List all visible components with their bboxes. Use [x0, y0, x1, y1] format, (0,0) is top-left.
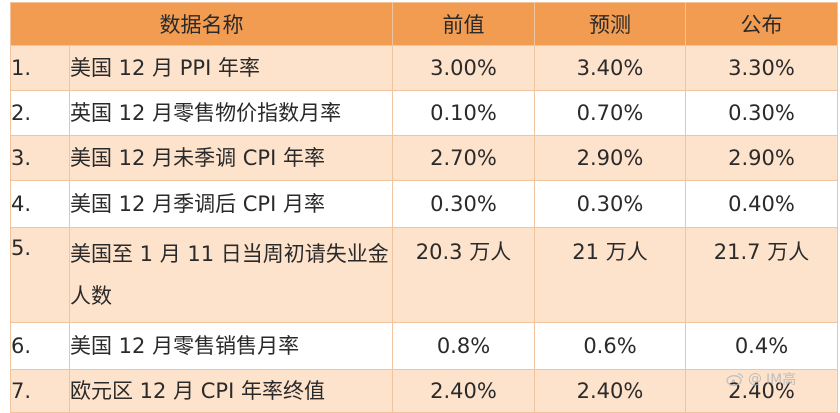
- row-name: 美国 12 月 PPI 年率: [69, 45, 393, 91]
- row-index: 1.: [10, 45, 70, 91]
- row-previous: 0.8%: [392, 322, 535, 370]
- row-forecast: 0.30%: [534, 180, 686, 228]
- header-forecast: 预测: [534, 2, 686, 46]
- row-name: 美国 12 月未季调 CPI 年率: [69, 135, 393, 181]
- row-forecast: 2.90%: [534, 135, 686, 181]
- table-row: 7. 欧元区 12 月 CPI 年率终值 2.40% 2.40% 2.40%: [10, 369, 838, 413]
- row-actual: 0.4%: [685, 322, 838, 370]
- header-previous: 前值: [392, 2, 535, 46]
- row-index: 7.: [10, 369, 70, 413]
- row-forecast: 0.70%: [534, 90, 686, 136]
- table-row: 1. 美国 12 月 PPI 年率 3.00% 3.40% 3.30%: [10, 45, 838, 91]
- row-forecast: 3.40%: [534, 45, 686, 91]
- table-row: 5. 美国至 1 月 11 日当周初请失业金人数 20.3 万人 21 万人 2…: [10, 227, 838, 323]
- row-actual: 0.40%: [685, 180, 838, 228]
- row-actual: 21.7 万人: [685, 227, 838, 323]
- row-previous: 2.40%: [392, 369, 535, 413]
- row-index: 4.: [10, 180, 70, 228]
- table-row: 6. 美国 12 月零售销售月率 0.8% 0.6% 0.4%: [10, 322, 838, 370]
- row-previous: 20.3 万人: [392, 227, 535, 323]
- row-actual: 2.90%: [685, 135, 838, 181]
- table-row: 3. 美国 12 月未季调 CPI 年率 2.70% 2.90% 2.90%: [10, 135, 838, 181]
- row-name: 美国 12 月季调后 CPI 月率: [69, 180, 393, 228]
- row-index: 5.: [10, 227, 70, 323]
- row-index: 2.: [10, 90, 70, 136]
- row-previous: 3.00%: [392, 45, 535, 91]
- row-name: 美国至 1 月 11 日当周初请失业金人数: [69, 227, 393, 323]
- watermark-at-icon: @: [748, 371, 762, 387]
- table-header-row: 数据名称 前值 预测 公布: [10, 2, 838, 46]
- table-row: 2. 英国 12 月零售物价指数月率 0.10% 0.70% 0.30%: [10, 90, 838, 136]
- row-index: 3.: [10, 135, 70, 181]
- row-forecast: 2.40%: [534, 369, 686, 413]
- row-previous: 0.10%: [392, 90, 535, 136]
- header-data-name: 数据名称: [10, 2, 393, 46]
- row-actual: 3.30%: [685, 45, 838, 91]
- row-previous: 2.70%: [392, 135, 535, 181]
- row-name: 英国 12 月零售物价指数月率: [69, 90, 393, 136]
- table-row: 4. 美国 12 月季调后 CPI 月率 0.30% 0.30% 0.40%: [10, 180, 838, 228]
- row-forecast: 0.6%: [534, 322, 686, 370]
- header-actual: 公布: [685, 2, 838, 46]
- watermark-text: IM高: [766, 372, 797, 388]
- weibo-logo-icon: [726, 372, 744, 386]
- row-index: 6.: [10, 322, 70, 370]
- economic-data-table: 数据名称 前值 预测 公布 1. 美国 12 月 PPI 年率 3.00% 3.…: [10, 2, 838, 413]
- row-forecast: 21 万人: [534, 227, 686, 323]
- watermark: @ IM高: [726, 369, 796, 389]
- row-name: 欧元区 12 月 CPI 年率终值: [69, 369, 393, 413]
- row-previous: 0.30%: [392, 180, 535, 228]
- row-name: 美国 12 月零售销售月率: [69, 322, 393, 370]
- row-actual: 0.30%: [685, 90, 838, 136]
